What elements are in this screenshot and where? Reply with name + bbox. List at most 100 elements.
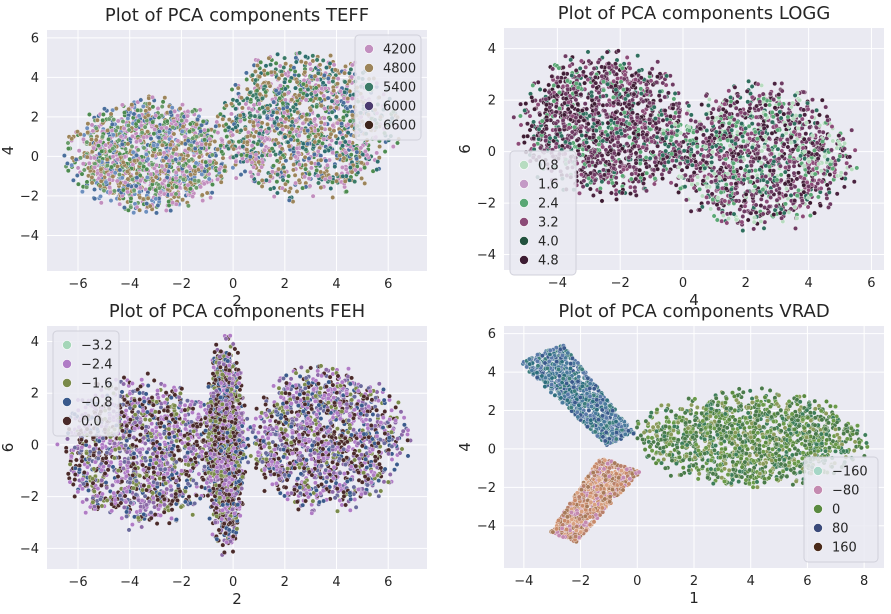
scatter-point <box>111 117 117 122</box>
scatter-point <box>529 95 535 100</box>
scatter-point <box>237 113 243 118</box>
y-tick-label: 0 <box>488 145 496 160</box>
scatter-point <box>573 68 579 73</box>
scatter-point <box>680 139 686 145</box>
scatter-point <box>605 81 611 87</box>
scatter-point <box>213 160 219 166</box>
scatter-point <box>312 73 318 79</box>
scatter-point <box>606 161 612 167</box>
scatter-point <box>162 135 168 141</box>
scatter-point <box>144 151 149 157</box>
scatter-point <box>316 161 321 167</box>
scatter-point <box>649 66 655 72</box>
scatter-point <box>275 190 280 196</box>
scatter-point <box>594 95 600 101</box>
scatter-point <box>310 53 316 59</box>
scatter-point <box>340 143 345 149</box>
scatter-point <box>168 109 174 115</box>
scatter-point <box>596 135 602 141</box>
scatter-point <box>143 209 149 215</box>
legend-marker <box>364 63 374 73</box>
scatter-point <box>257 74 262 80</box>
scatter-point <box>342 79 348 85</box>
legend-marker <box>364 82 374 92</box>
scatter-point <box>76 148 82 154</box>
scatter-point <box>110 146 116 152</box>
scatter-point <box>204 190 210 196</box>
scatter-point <box>271 194 277 199</box>
scatter-point <box>364 161 370 166</box>
scatter-point <box>206 176 212 182</box>
scatter-point <box>652 181 657 187</box>
scatter-point <box>341 115 346 120</box>
scatter-point <box>173 170 179 175</box>
scatter-point <box>660 80 666 86</box>
y-tick-label: 2 <box>31 110 39 125</box>
scatter-point <box>695 150 700 155</box>
y-tick-label: −4 <box>477 248 496 263</box>
scatter-point <box>565 106 571 112</box>
scatter-point <box>334 94 340 100</box>
scatter-point <box>259 178 265 183</box>
scatter-point <box>349 169 355 175</box>
scatter-point <box>166 183 171 188</box>
scatter-point <box>135 107 140 113</box>
scatter-point <box>196 167 201 172</box>
scatter-point <box>171 147 177 152</box>
scatter-point <box>89 137 94 142</box>
scatter-point <box>606 168 611 174</box>
scatter-point <box>606 65 612 70</box>
scatter-point <box>342 178 348 184</box>
scatter-point <box>525 133 530 139</box>
scatter-point <box>574 137 580 143</box>
scatter-point <box>210 182 215 187</box>
scatter-point <box>575 107 581 113</box>
scatter-point <box>145 195 151 201</box>
scatter-point <box>617 164 623 169</box>
scatter-point <box>650 149 656 155</box>
scatter-point <box>312 116 318 122</box>
scatter-point <box>390 144 396 149</box>
scatter-point <box>114 178 120 184</box>
scatter-point <box>209 190 215 196</box>
scatter-point <box>303 54 308 59</box>
scatter-point <box>762 219 768 225</box>
scatter-point <box>611 78 617 84</box>
scatter-point <box>582 101 588 107</box>
scatter-point <box>635 101 641 107</box>
scatter-point <box>576 73 582 79</box>
scatter-point <box>551 83 557 88</box>
scatter-point <box>287 78 293 84</box>
scatter-point <box>655 74 660 80</box>
scatter-point <box>104 157 110 162</box>
scatter-point <box>126 127 132 133</box>
scatter-point <box>280 127 286 132</box>
scatter-point <box>339 121 344 127</box>
scatter-point <box>263 89 269 95</box>
scatter-point <box>276 122 282 127</box>
scatter-point <box>636 143 641 149</box>
scatter-point <box>80 161 86 167</box>
scatter-point <box>676 101 682 106</box>
scatter-point <box>121 126 127 131</box>
scatter-point <box>714 202 720 208</box>
scatter-point <box>287 130 293 135</box>
scatter-point <box>566 99 571 105</box>
scatter-point <box>350 62 355 68</box>
scatter-point <box>593 163 598 169</box>
scatter-point <box>577 190 582 196</box>
scatter-point <box>579 58 584 64</box>
scatter-point <box>249 174 255 179</box>
scatter-point <box>347 104 353 110</box>
scatter-point <box>84 139 90 145</box>
scatter-point <box>154 169 160 174</box>
scatter-point <box>576 151 582 157</box>
scatter-point <box>305 128 311 133</box>
scatter-point <box>328 186 334 191</box>
scatter-point <box>314 104 319 110</box>
scatter-point <box>632 188 638 194</box>
scatter-point <box>647 100 652 106</box>
scatter-point <box>150 94 155 100</box>
scatter-point <box>153 113 159 118</box>
scatter-point <box>69 162 75 168</box>
